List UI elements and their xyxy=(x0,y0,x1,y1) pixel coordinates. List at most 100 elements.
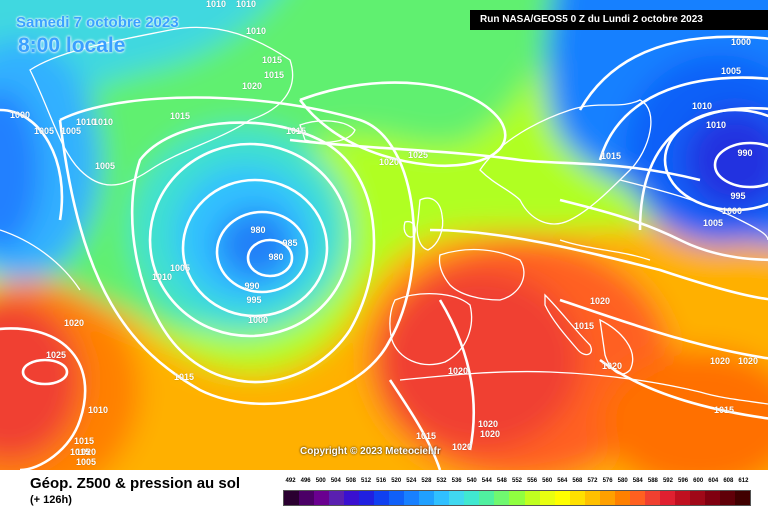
color-scale-labels: 492 496 500 504 508 512 516 520 524 528 532 536 540 5… xyxy=(283,478,751,488)
scale-swatch xyxy=(509,491,525,505)
scale-tick-label: 552 xyxy=(511,478,523,484)
isobar-label: 1005 xyxy=(33,126,55,136)
scale-tick-label: 540 xyxy=(466,478,477,484)
isobar-label: 1020 xyxy=(709,356,731,366)
scale-tick-label: 560 xyxy=(542,478,553,484)
scale-swatch xyxy=(299,491,315,505)
map-canvas xyxy=(0,0,768,470)
scale-tick-label: 576 xyxy=(602,478,613,484)
isobar-label: 1015 xyxy=(573,321,595,331)
isobar-label: 1025 xyxy=(45,350,67,360)
isobar-label: 1015 xyxy=(261,55,283,65)
scale-swatch xyxy=(524,491,540,505)
scale-tick-label: 600 xyxy=(693,478,704,484)
scale-swatch xyxy=(479,491,495,505)
isobar-label: 1015 xyxy=(600,151,622,161)
isobar-label: 1005 xyxy=(720,66,742,76)
scale-tick-label: 592 xyxy=(662,478,673,484)
isobar-label: 1010 xyxy=(705,120,727,130)
scale-swatch xyxy=(374,491,390,505)
scale-swatch xyxy=(344,491,360,505)
scale-swatch xyxy=(599,491,615,505)
scale-swatch xyxy=(674,491,690,505)
isobar-label: 1015 xyxy=(73,436,95,446)
isobar-label: 980 xyxy=(268,252,284,262)
scale-swatch xyxy=(644,491,660,505)
run-info: Run NASA/GEOS5 0 Z du Lundi 2 octobre 20… xyxy=(470,10,768,30)
scale-tick-label: 548 xyxy=(496,478,507,484)
legend-subtitle: (+ 126h) xyxy=(30,494,72,506)
scale-swatch xyxy=(719,491,735,505)
scale-swatch xyxy=(389,491,405,505)
scale-swatch xyxy=(284,491,300,505)
scale-tick-label: 496 xyxy=(300,478,311,484)
scale-tick-label: 544 xyxy=(481,478,492,484)
scale-swatch xyxy=(314,491,330,505)
coastlines xyxy=(0,26,768,405)
scale-swatch xyxy=(464,491,480,505)
scale-tick-label: 568 xyxy=(572,478,583,484)
scale-tick-label: 508 xyxy=(345,478,356,484)
scale-tick-label: 588 xyxy=(647,478,658,484)
scale-swatch xyxy=(494,491,510,505)
isobar-label: 1020 xyxy=(451,442,473,452)
scale-tick-label: 604 xyxy=(708,478,719,484)
forecast-time: 8:00 locale xyxy=(18,34,126,57)
scale-swatch xyxy=(629,491,645,505)
scale-tick-label: 608 xyxy=(723,478,734,484)
scale-swatch xyxy=(554,491,570,505)
isobar-label: 1005 xyxy=(169,263,191,273)
isobar-label: 1020 xyxy=(447,366,469,376)
isobar-label: 1010 xyxy=(92,117,114,127)
scale-tick-label: 492 xyxy=(285,478,296,484)
scale-swatch xyxy=(569,491,585,505)
isobar-label: 1015 xyxy=(415,431,437,441)
isobar-label: 1010 xyxy=(691,101,713,111)
scale-tick-label: 516 xyxy=(376,478,387,484)
isobar-label: 1020 xyxy=(241,81,263,91)
scale-tick-label: 564 xyxy=(557,478,568,484)
isobar-label: 1020 xyxy=(63,318,85,328)
scale-tick-label: 584 xyxy=(632,478,643,484)
scale-swatch xyxy=(689,491,705,505)
isobar-label: 995 xyxy=(730,191,746,201)
isobar-label: 1010 xyxy=(205,0,227,9)
scale-swatch xyxy=(614,491,630,505)
scale-tick-label: 512 xyxy=(361,478,372,484)
isobar-label: 1000 xyxy=(247,315,269,325)
color-scale-bar xyxy=(283,490,751,506)
scale-tick-label: 536 xyxy=(451,478,462,484)
scale-swatch xyxy=(449,491,465,505)
geopotential-field xyxy=(0,0,768,470)
isobar-label: 990 xyxy=(244,281,260,291)
scale-tick-label: 520 xyxy=(391,478,402,484)
isobar-label: 1010 xyxy=(235,0,257,9)
isobar-label: 1005 xyxy=(75,457,97,467)
scale-swatch xyxy=(434,491,450,505)
scale-swatch xyxy=(734,491,750,505)
isobar-label: 1020 xyxy=(589,296,611,306)
scale-swatch xyxy=(539,491,555,505)
isobar-label: 1020 xyxy=(737,356,759,366)
scale-tick-label: 532 xyxy=(436,478,447,484)
scale-swatch xyxy=(404,491,420,505)
scale-tick-label: 596 xyxy=(678,478,689,484)
isobar-label: 1000 xyxy=(721,206,743,216)
isobar-label: 1015 xyxy=(173,372,195,382)
isobar-label: 1015 xyxy=(285,126,307,136)
isobar-label: 1015 xyxy=(169,111,191,121)
scale-tick-label: 572 xyxy=(587,478,598,484)
scale-tick-label: 556 xyxy=(527,478,538,484)
scale-swatch xyxy=(659,491,675,505)
isobar-label: 985 xyxy=(282,238,298,248)
isobar-label: 1005 xyxy=(60,126,82,136)
isobar-label: 990 xyxy=(737,148,753,158)
isobar-label: 980 xyxy=(250,225,266,235)
scale-tick-label: 524 xyxy=(406,478,417,484)
isobar-label: 1010 xyxy=(75,117,97,127)
scale-tick-label: 612 xyxy=(738,478,749,484)
scale-tick-label: 528 xyxy=(421,478,432,484)
isobar-label: 1020 xyxy=(378,157,400,167)
forecast-date: Samedi 7 octobre 2023 xyxy=(16,14,179,31)
isobar-label: 1020 xyxy=(477,419,499,429)
